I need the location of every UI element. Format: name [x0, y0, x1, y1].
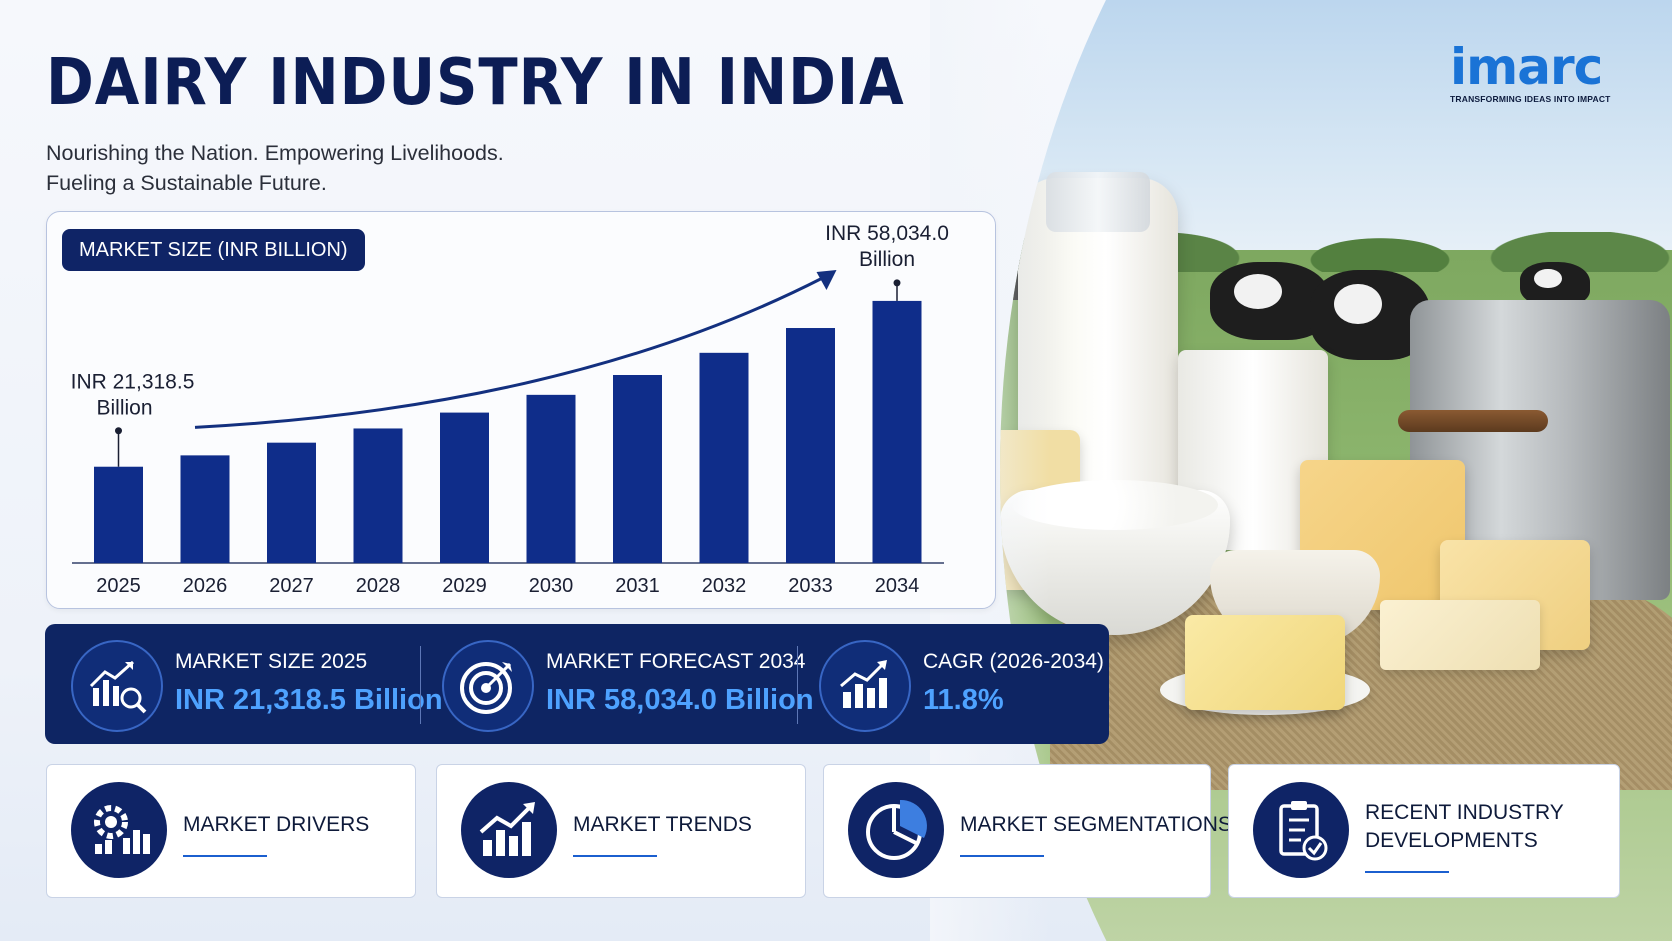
page-title: DAIRY INDUSTRY IN INDIA	[46, 46, 905, 120]
bar-2028	[353, 428, 403, 563]
bar-2032	[699, 352, 749, 563]
cow	[1520, 262, 1590, 306]
card-underline	[1365, 871, 1449, 873]
card-label: MARKET TRENDS	[573, 813, 752, 836]
imarc-logo: imarc TRANSFORMING IDEAS INTO IMPACT	[1450, 42, 1630, 104]
x-tick-label: 2027	[269, 575, 314, 597]
chart-magnifier-icon	[71, 640, 163, 732]
stat-label: CAGR (2026-2034)	[923, 650, 1104, 673]
card-recent-developments[interactable]: RECENT INDUSTRY DEVELOPMENTS	[1228, 764, 1620, 898]
bar-2033	[786, 328, 835, 563]
stat-market-forecast: MARKET FORECAST 2034 INR 58,034.0 Billio…	[416, 624, 814, 744]
stat-divider	[797, 646, 798, 724]
card-underline	[183, 855, 267, 857]
x-tick-label: 2034	[875, 575, 920, 597]
stat-value: INR 21,318.5 Billion	[175, 684, 443, 716]
end-value-unit: Billion	[859, 248, 915, 271]
target-icon	[442, 640, 534, 732]
cow	[1310, 270, 1430, 360]
card-market-segmentations[interactable]: MARKET SEGMENTATIONS	[823, 764, 1232, 898]
milk-bottle-neck	[1046, 172, 1150, 232]
stat-value: 11.8%	[923, 684, 1004, 716]
subtitle-line-1: Nourishing the Nation. Empowering Liveli…	[46, 141, 504, 165]
card-label-line-2: DEVELOPMENTS	[1365, 829, 1538, 852]
x-tick-label: 2031	[615, 575, 660, 597]
x-tick-label: 2030	[529, 575, 574, 597]
subtitle-line-2: Fueling a Sustainable Future.	[46, 171, 327, 195]
stat-label: MARKET SIZE 2025	[175, 650, 368, 673]
bar-2029	[440, 412, 489, 563]
growth-chart-icon	[819, 640, 911, 732]
trend-arrow-line	[194, 276, 824, 429]
card-label: MARKET DRIVERS	[183, 813, 370, 836]
trend-arrow-head	[816, 270, 837, 291]
bar-2034	[872, 300, 922, 563]
stat-value: INR 58,034.0 Billion	[546, 684, 814, 716]
card-underline	[960, 855, 1044, 857]
bar-2026	[180, 455, 230, 563]
clipboard-check-icon	[1253, 782, 1349, 878]
x-tick-label: 2026	[183, 575, 228, 597]
bar-2025	[94, 466, 143, 563]
stat-market-size: MARKET SIZE 2025 INR 21,318.5 Billion	[45, 624, 443, 744]
start-leader-dot	[115, 427, 122, 435]
bar-2031	[613, 375, 662, 563]
start-value-unit: Billion	[96, 397, 152, 420]
stat-divider	[420, 646, 421, 724]
x-tick-label: 2029	[442, 575, 487, 597]
card-label-line-1: RECENT INDUSTRY	[1365, 801, 1564, 824]
trend-chart-icon	[461, 782, 557, 878]
stat-label: MARKET FORECAST 2034	[546, 650, 806, 673]
butter-block	[1185, 615, 1345, 710]
market-size-bar-chart: 2025 2026 2027 2028 2029 2030 2031 2032 2033 2034…	[71, 222, 949, 597]
start-value-label: INR 21,318.5	[71, 371, 195, 394]
x-tick-label: 2025	[96, 575, 141, 597]
x-tick-label: 2033	[788, 575, 833, 597]
stat-cagr: CAGR (2026-2034) 11.8%	[793, 624, 1109, 744]
gear-chart-icon	[71, 782, 167, 878]
end-value-label: INR 58,034.0	[825, 222, 949, 245]
logo-word: imarc	[1450, 38, 1603, 96]
milk-can-handle	[1398, 410, 1548, 432]
card-underline	[573, 855, 657, 857]
card-label: MARKET SEGMENTATIONS	[960, 813, 1232, 836]
x-tick-label: 2028	[356, 575, 401, 597]
pie-chart-icon	[848, 782, 944, 878]
key-stats-band: MARKET SIZE 2025 INR 21,318.5 Billion MA…	[45, 624, 1109, 744]
bar-2027	[267, 442, 316, 563]
card-label: RECENT INDUSTRY DEVELOPMENTS	[1365, 799, 1564, 855]
chart-title-badge: MARKET SIZE (INR BILLION)	[62, 229, 365, 271]
bar-2030	[526, 394, 576, 563]
logo-tagline: TRANSFORMING IDEAS INTO IMPACT	[1450, 94, 1611, 104]
page-subtitle: Nourishing the Nation. Empowering Liveli…	[46, 138, 504, 198]
paneer-block	[1380, 600, 1540, 670]
end-leader-dot	[893, 279, 901, 287]
card-market-trends[interactable]: MARKET TRENDS	[436, 764, 806, 898]
card-market-drivers[interactable]: MARKET DRIVERS	[46, 764, 416, 898]
x-tick-label: 2032	[702, 575, 747, 597]
